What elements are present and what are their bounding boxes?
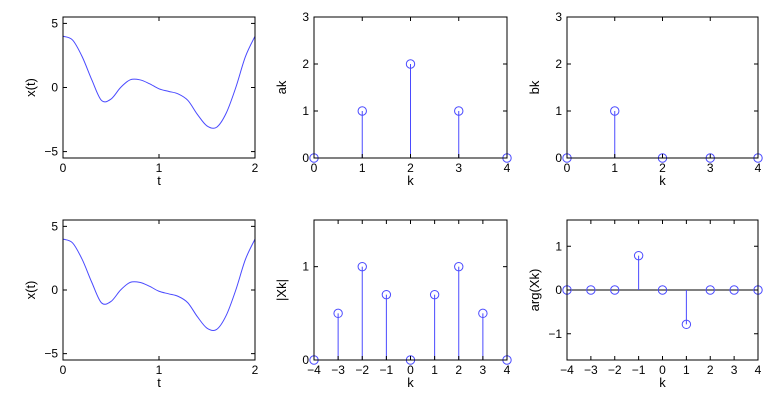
stem-marker <box>657 285 668 295</box>
x-axis-label: k <box>659 375 666 390</box>
x-axis-label: k <box>407 173 414 188</box>
x-tick-label: −4 <box>307 363 321 377</box>
x-axis-label: t <box>157 375 161 390</box>
y-tick-label: 1 <box>302 260 309 274</box>
y-tick-label: 5 <box>51 16 58 30</box>
x-axis-label: k <box>407 375 414 390</box>
x-tick-label: 0 <box>60 363 67 377</box>
y-tick-label: 2 <box>555 57 562 71</box>
subplot-3: 0 1 2 3 4 0 1 2 3 k bk <box>527 10 763 188</box>
y-tick-label: 0 <box>302 353 309 367</box>
y-tick-label: 1 <box>555 104 562 118</box>
x-tick-label: 1 <box>431 363 438 377</box>
stem-marker <box>357 261 367 272</box>
y-tick-label: −1 <box>548 327 562 341</box>
stem-marker <box>454 261 464 272</box>
x-tick-label: −2 <box>608 363 622 377</box>
stem-marker <box>586 285 596 295</box>
stem-marker <box>705 285 715 295</box>
stem-marker <box>633 250 644 261</box>
stem-marker <box>610 285 620 295</box>
x-tick-label: 2 <box>252 161 259 175</box>
x-axis-label: k <box>659 173 666 188</box>
x-tick-label: 1 <box>611 161 618 175</box>
x-tick-label: −4 <box>560 363 574 377</box>
y-axis-label: |Xk| <box>274 279 289 301</box>
stem-marker <box>429 289 440 300</box>
axes-frame <box>62 16 256 159</box>
x-tick-label: 3 <box>731 363 738 377</box>
stem-marker <box>478 308 488 319</box>
y-axis-label: bk <box>527 80 542 94</box>
stem-marker <box>357 106 367 116</box>
x-tick-label: −3 <box>584 363 598 377</box>
x-tick-label: 0 <box>407 363 414 377</box>
stem-marker <box>333 308 343 319</box>
y-tick-label: 3 <box>302 10 309 24</box>
y-axis-label: arg(Xk) <box>527 269 542 312</box>
subplot-6: −4 −3 −2 −1 0 1 2 3 4 −1 0 1 k arg(Xk) <box>527 219 763 390</box>
y-tick-label: −5 <box>44 347 58 361</box>
x-tick-label: 1 <box>683 363 690 377</box>
axes-frame <box>313 219 508 361</box>
x-tick-label: 2 <box>455 363 462 377</box>
x-tick-label: 1 <box>156 161 163 175</box>
x-tick-label: 4 <box>755 161 762 175</box>
y-axis-label: ak <box>274 80 289 94</box>
x-tick-label: −2 <box>355 363 369 377</box>
stem-marker <box>381 289 392 300</box>
x-tick-label: 0 <box>311 161 318 175</box>
y-tick-label: 0 <box>302 151 309 165</box>
x-tick-label: 3 <box>455 161 462 175</box>
y-tick-label: 1 <box>302 104 309 118</box>
subplot-2: 0 1 2 3 4 0 1 2 3 k ak <box>274 10 512 188</box>
y-tick-label: 0 <box>51 283 58 297</box>
stem-marker <box>729 285 739 295</box>
x-tick-label: 4 <box>504 161 511 175</box>
y-tick-label: 0 <box>555 151 562 165</box>
y-tick-label: 0 <box>51 81 58 95</box>
x-tick-label: 3 <box>707 161 714 175</box>
y-tick-label: −5 <box>44 145 58 159</box>
stem-marker <box>681 319 692 330</box>
x-tick-label: 2 <box>659 161 666 175</box>
y-tick-label: 1 <box>555 239 562 253</box>
y-tick-label: 3 <box>555 10 562 24</box>
stem-marker <box>610 106 620 116</box>
axes-frame <box>566 16 759 159</box>
x-axis-label: t <box>157 173 161 188</box>
y-tick-label: 5 <box>51 219 58 233</box>
x-tick-label: 0 <box>659 363 666 377</box>
x-tick-label: 2 <box>407 161 414 175</box>
x-tick-label: 1 <box>359 161 366 175</box>
x-tick-label: 2 <box>252 363 259 377</box>
signal-line <box>62 238 256 332</box>
x-tick-label: −3 <box>331 363 345 377</box>
x-tick-label: 1 <box>156 363 163 377</box>
x-tick-label: 3 <box>480 363 487 377</box>
axes-frame <box>62 219 256 361</box>
x-tick-label: 0 <box>564 161 571 175</box>
x-tick-label: 0 <box>60 161 67 175</box>
subplot-5: −4 −3 −2 −1 0 1 2 3 4 0 1 k |Xk| <box>274 219 512 390</box>
x-tick-label: −1 <box>380 363 394 377</box>
x-tick-label: 2 <box>707 363 714 377</box>
y-tick-label: 2 <box>302 57 309 71</box>
stem-marker <box>405 59 416 69</box>
stem-marker <box>454 106 464 116</box>
signal-line <box>62 35 256 129</box>
x-tick-label: 4 <box>755 363 762 377</box>
x-tick-label: 4 <box>504 363 511 377</box>
y-axis-label: x(t) <box>23 281 38 300</box>
x-tick-label: −1 <box>632 363 646 377</box>
y-axis-label: x(t) <box>23 78 38 97</box>
y-tick-label: 0 <box>555 283 562 297</box>
